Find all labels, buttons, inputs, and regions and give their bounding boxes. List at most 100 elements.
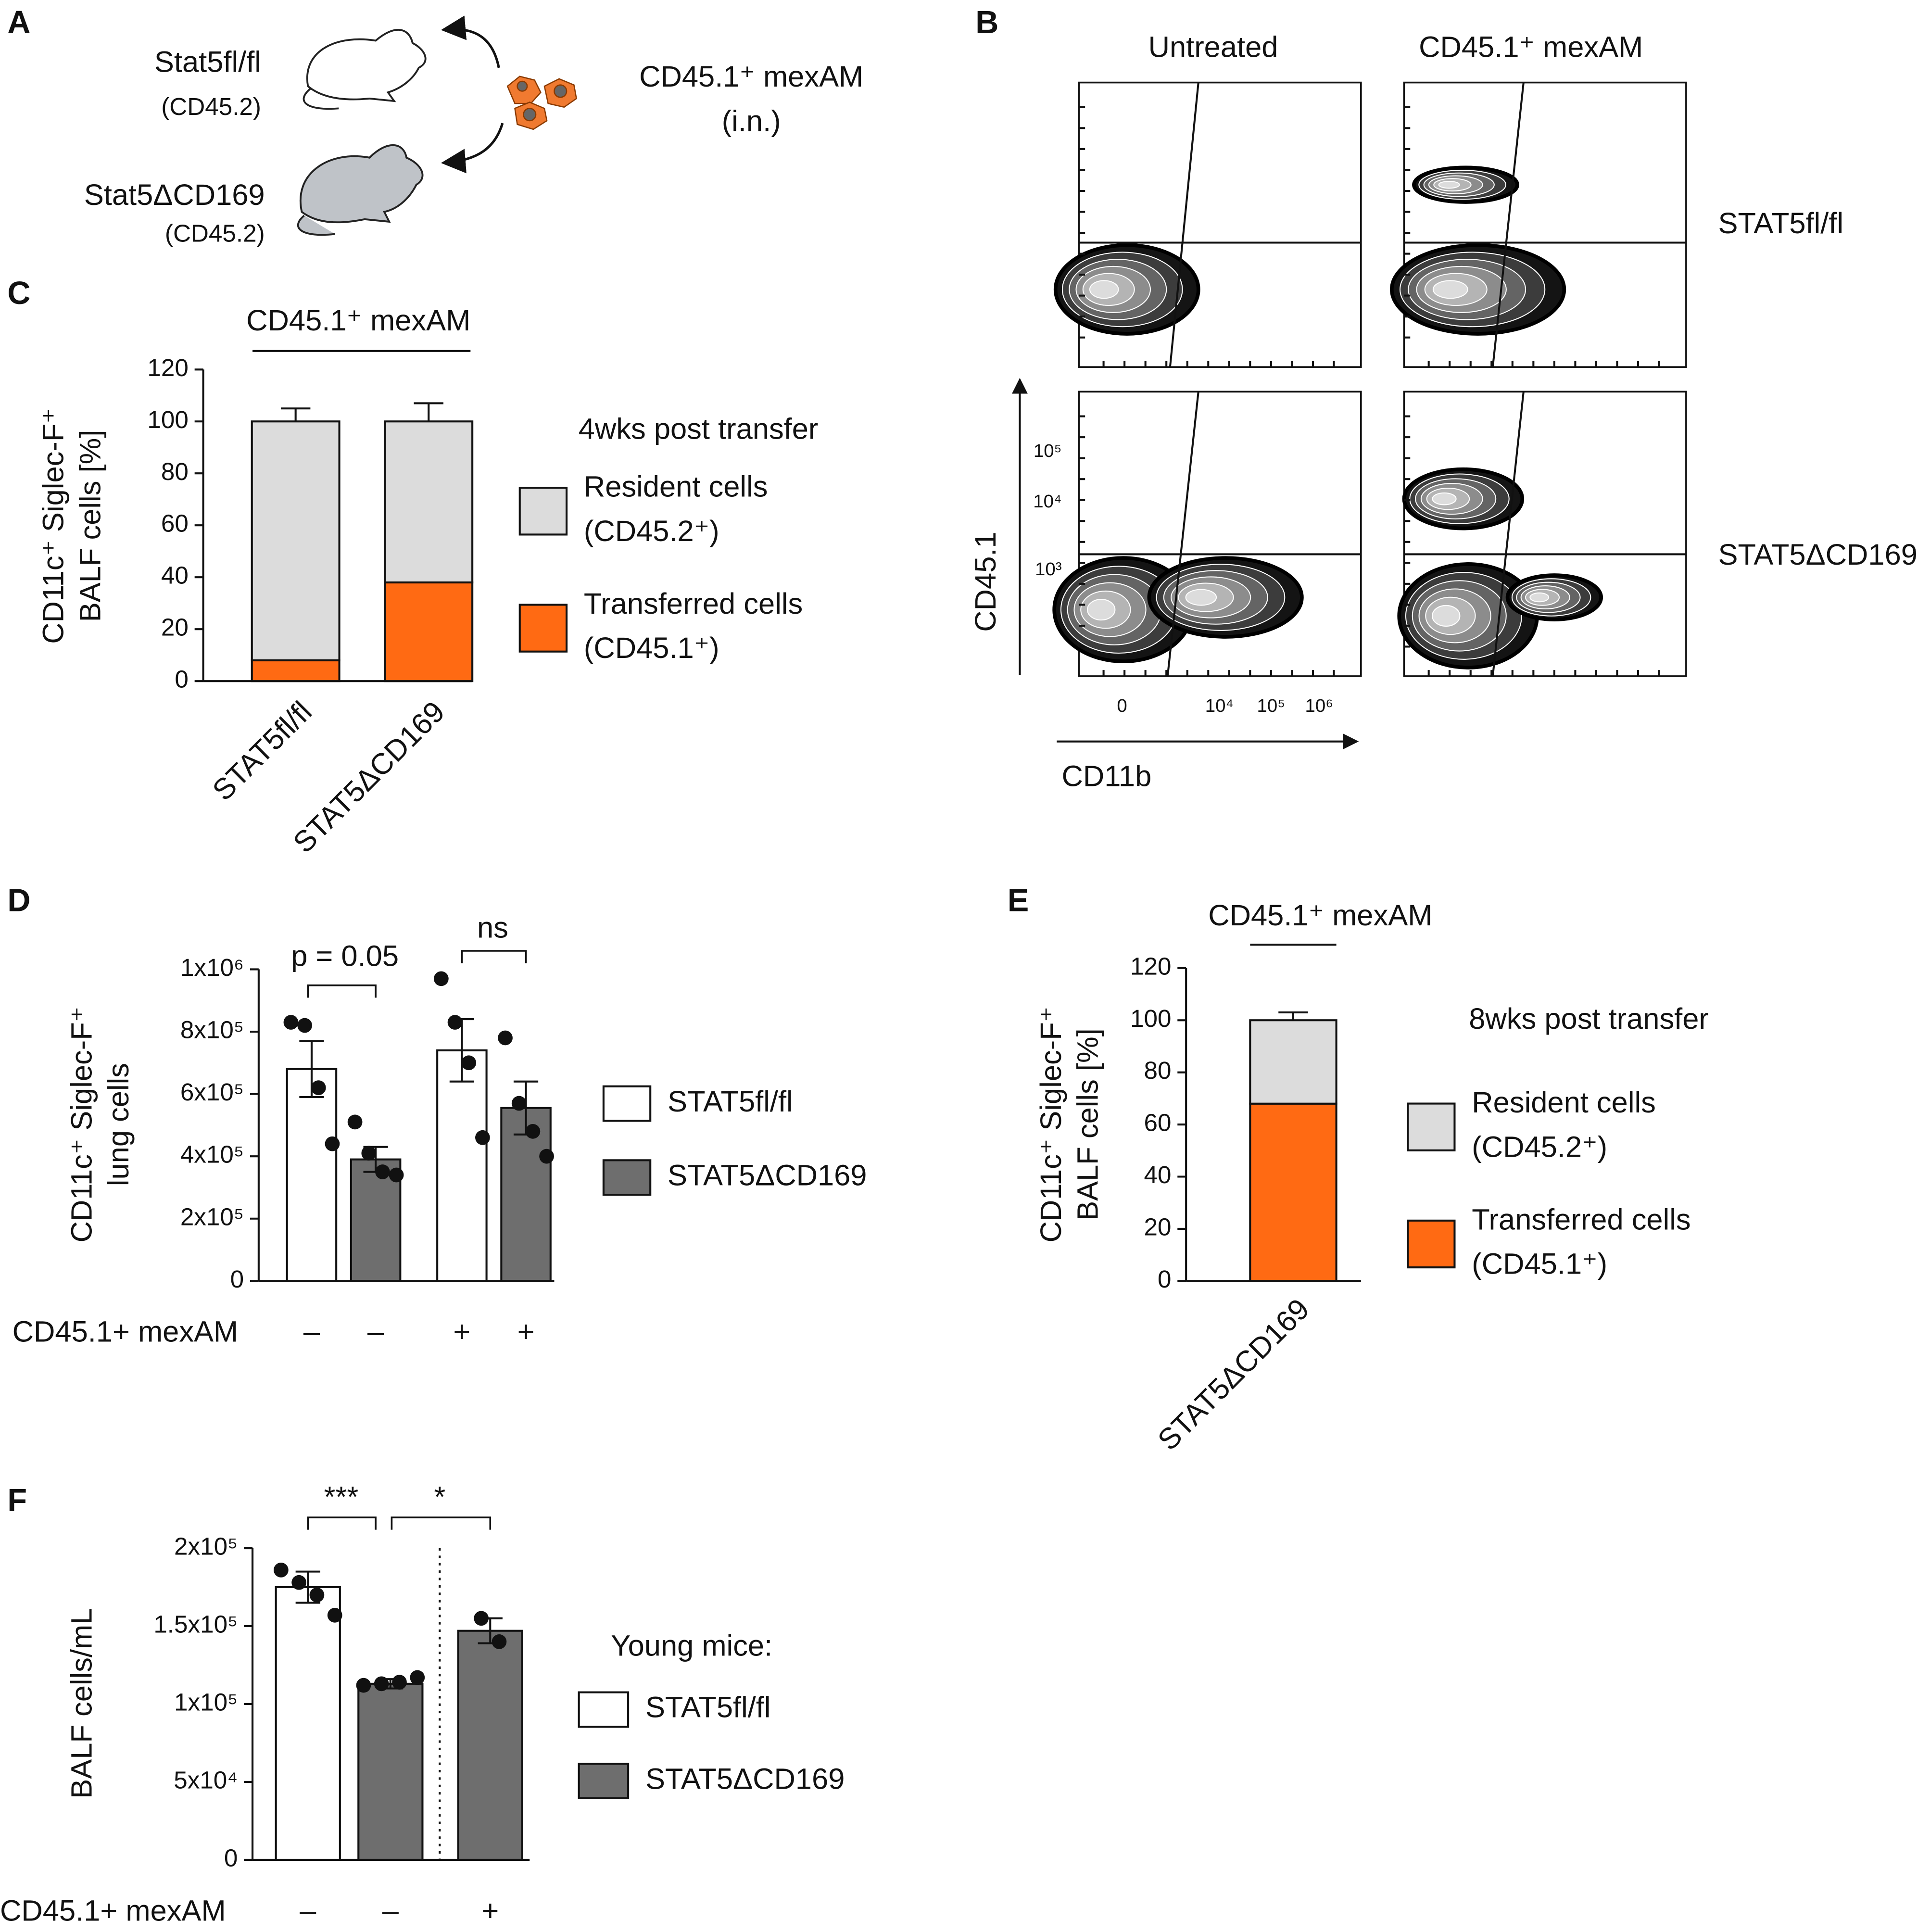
annotation: p = 0.05 xyxy=(291,940,399,973)
data-point xyxy=(327,1607,342,1623)
legend-swatch xyxy=(518,604,568,653)
treatment: CD45.1⁺ mexAM xyxy=(639,60,863,93)
data-point xyxy=(291,1575,306,1590)
data-point xyxy=(410,1670,425,1685)
arrow xyxy=(441,123,504,174)
y-tick-label: 120 xyxy=(147,354,188,381)
y-tick-label: 20 xyxy=(161,614,189,641)
data-point xyxy=(461,1055,477,1071)
x-tick-label: + xyxy=(453,1315,470,1349)
y-tick-label: 80 xyxy=(161,458,189,485)
bar xyxy=(436,1049,488,1282)
panel-b: Untreated CD45.1⁺ mexAM STAT5fl/fl STAT5… xyxy=(969,31,1917,793)
bar-segment xyxy=(384,581,474,682)
legend-swatch xyxy=(578,1763,630,1799)
chart-title: CD45.1⁺ mexAM xyxy=(1208,899,1432,932)
data-point xyxy=(433,971,449,986)
error-bar xyxy=(295,1570,320,1604)
mouse-strain: (CD45.2) xyxy=(161,93,261,120)
tick-label: 10⁶ xyxy=(1305,695,1333,716)
arrow xyxy=(441,15,500,68)
x-tick-label: STAT5ΔCD169 xyxy=(1151,1292,1316,1457)
gate xyxy=(1491,82,1525,367)
y-tick-label: 40 xyxy=(161,562,189,589)
y-tick-label: 40 xyxy=(1144,1161,1171,1188)
contour xyxy=(1432,605,1461,627)
data-point xyxy=(498,1030,513,1046)
tick-label: 10³ xyxy=(1035,559,1062,580)
panel-label: A xyxy=(7,5,30,40)
contour xyxy=(1432,492,1457,505)
bar xyxy=(357,1682,424,1861)
chart-title: CD45.1⁺ mexAM xyxy=(246,304,470,337)
y-tick-label: 100 xyxy=(147,406,188,433)
mouse-icon xyxy=(303,29,427,110)
legend-swatch xyxy=(1407,1102,1456,1151)
y-tick-label: 80 xyxy=(1144,1057,1171,1084)
legend-swatch xyxy=(602,1159,652,1196)
y-tick-label: 0 xyxy=(175,666,188,693)
annotation: ns xyxy=(477,911,508,945)
data-point xyxy=(474,1611,489,1626)
y-tick-label: 4x10⁵ xyxy=(180,1141,244,1168)
y-axis-label: lung cells xyxy=(102,1063,135,1186)
data-point xyxy=(361,1146,377,1161)
data-point xyxy=(374,1676,389,1692)
legend-label: Transferred cells (CD45.1⁺) xyxy=(1472,1203,1690,1281)
significance-bracket xyxy=(461,950,527,963)
panel-label: F xyxy=(7,1483,27,1518)
x-tick-label: – xyxy=(367,1315,384,1349)
y-tick-label: 60 xyxy=(1144,1109,1171,1136)
bar xyxy=(275,1586,341,1861)
gate xyxy=(1169,82,1199,367)
error-bar xyxy=(414,402,443,422)
y-tick-label: 1x10⁶ xyxy=(180,954,244,981)
legend-label: Transferred cells (CD45.1⁺) xyxy=(584,587,803,665)
y-tick-label: 0 xyxy=(1158,1265,1171,1293)
legend-label: STAT5fl/fl xyxy=(668,1085,793,1118)
bar-segment xyxy=(1249,1102,1337,1282)
data-point xyxy=(475,1130,490,1145)
y-axis-label: CD11c⁺ Siglec-F⁺ xyxy=(65,1007,98,1243)
data-point xyxy=(525,1124,541,1139)
y-tick-label: 1.5x10⁵ xyxy=(153,1611,238,1638)
data-point xyxy=(392,1675,407,1690)
legend-label: Resident cells (CD45.2⁺) xyxy=(584,470,768,548)
y-tick-label: 0 xyxy=(230,1265,244,1293)
tick-label: 10⁴ xyxy=(1205,695,1234,716)
bar xyxy=(500,1107,552,1282)
y-tick-label: 1x10⁵ xyxy=(174,1689,238,1716)
x-row-label: CD45.1+ mexAM xyxy=(0,1894,226,1927)
bar-segment xyxy=(1249,1019,1337,1105)
contour xyxy=(1089,280,1119,299)
y-axis-label: BALF cells/mL xyxy=(65,1608,98,1799)
data-point xyxy=(356,1678,371,1693)
legend-swatch xyxy=(602,1085,652,1122)
panel-label: E xyxy=(1008,883,1029,919)
y-tick-label: 5x10⁴ xyxy=(174,1766,238,1793)
panel-a: Stat5fl/fl (CD45.2) Stat5ΔCD169 (CD45.2)… xyxy=(84,15,863,247)
data-point xyxy=(347,1114,363,1130)
tick-label: 10⁴ xyxy=(1033,491,1061,512)
contour xyxy=(1086,599,1116,621)
axis-label: CD11b xyxy=(1062,760,1152,793)
legend-swatch xyxy=(1407,1219,1456,1269)
legend-title: Young mice: xyxy=(611,1629,772,1663)
gate xyxy=(1491,391,1525,677)
y-axis-label: CD11c⁺ Siglec-F⁺ xyxy=(1034,1007,1068,1243)
panel-label: D xyxy=(7,883,30,919)
mouse-icon xyxy=(297,144,424,236)
y-tick-label: 2x10⁵ xyxy=(180,1203,244,1230)
y-tick-label: 120 xyxy=(1130,952,1171,980)
legend-swatch xyxy=(578,1691,630,1728)
y-tick-label: 2x10⁵ xyxy=(174,1533,238,1560)
y-tick-label: 100 xyxy=(1130,1005,1171,1032)
significance-bracket xyxy=(307,1516,377,1530)
bar xyxy=(286,1068,338,1282)
axis-label: CD45.1 xyxy=(969,531,1002,631)
panel-label: C xyxy=(7,276,30,311)
legend-title: 8wks post transfer xyxy=(1469,1002,1709,1035)
row-label: STAT5ΔCD169 xyxy=(1718,538,1917,571)
data-point xyxy=(273,1563,289,1578)
